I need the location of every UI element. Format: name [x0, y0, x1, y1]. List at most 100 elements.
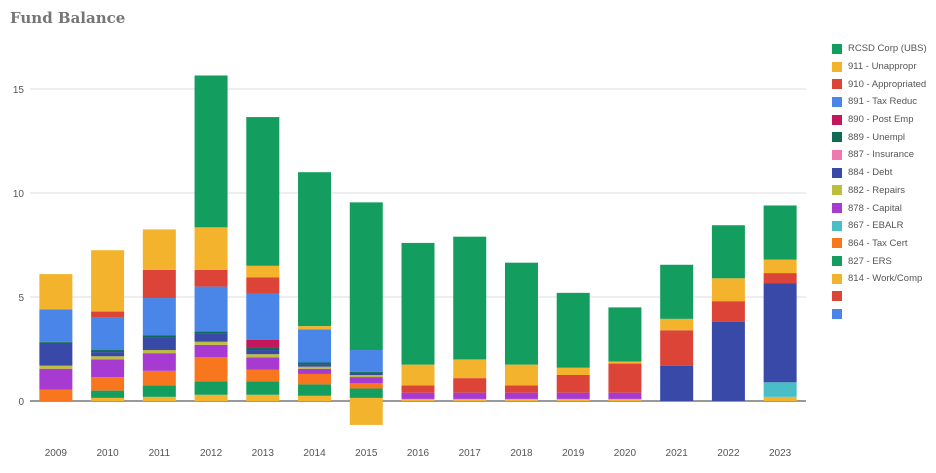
bar-segment[interactable]	[349, 372, 383, 375]
bar-segment[interactable]	[608, 392, 642, 399]
bar-segment[interactable]	[608, 398, 642, 401]
bar-segment[interactable]	[401, 398, 435, 401]
legend-item[interactable]: 910 - Appropriated	[832, 75, 936, 93]
bar-segment[interactable]	[246, 354, 280, 358]
bar-segment[interactable]	[763, 382, 797, 397]
bar-segment[interactable]	[194, 286, 228, 332]
bar-segment[interactable]	[39, 309, 73, 342]
legend-item[interactable]	[832, 305, 936, 323]
bar-segment[interactable]	[142, 396, 176, 401]
bar-segment[interactable]	[453, 236, 487, 360]
bar-segment[interactable]	[556, 367, 590, 375]
bar-segment[interactable]	[142, 229, 176, 270]
bar-segment[interactable]	[246, 357, 280, 370]
bar-segment[interactable]	[298, 395, 332, 401]
bar-segment[interactable]	[246, 394, 280, 401]
bar-segment[interactable]	[453, 398, 487, 401]
bar-segment[interactable]	[194, 331, 228, 334]
bar-segment[interactable]	[453, 378, 487, 393]
legend-item[interactable]: 890 - Post Emp	[832, 111, 936, 129]
bar-segment[interactable]	[763, 396, 797, 401]
bar-segment[interactable]	[194, 75, 228, 228]
bar-segment[interactable]	[401, 385, 435, 393]
legend-item[interactable]: 864 - Tax Cert	[832, 235, 936, 253]
bar-segment[interactable]	[142, 298, 176, 336]
bar-segment[interactable]	[763, 259, 797, 274]
bar-segment[interactable]	[91, 311, 125, 318]
bar-segment[interactable]	[504, 385, 538, 393]
legend-item[interactable]: RCSD Corp (UBS)	[832, 40, 936, 58]
bar-segment[interactable]	[142, 335, 176, 338]
bar-segment[interactable]	[246, 339, 280, 348]
bar-segment[interactable]	[298, 384, 332, 396]
bar-segment[interactable]	[194, 333, 228, 342]
bar-segment[interactable]	[246, 381, 280, 395]
bar-segment[interactable]	[298, 364, 332, 367]
bar-segment[interactable]	[91, 356, 125, 360]
bar-segment[interactable]	[91, 352, 125, 357]
legend-item[interactable]: 911 - Unappropr	[832, 58, 936, 76]
bar-segment[interactable]	[556, 392, 590, 399]
bar-segment[interactable]	[194, 357, 228, 382]
bar-segment[interactable]	[39, 274, 73, 310]
bar-segment[interactable]	[763, 205, 797, 260]
bar-segment[interactable]	[194, 381, 228, 395]
bar-segment[interactable]	[660, 264, 694, 319]
bar-segment[interactable]	[39, 368, 73, 390]
bar-segment[interactable]	[608, 307, 642, 362]
legend-item[interactable]: 878 - Capital	[832, 199, 936, 217]
bar-segment[interactable]	[608, 363, 642, 393]
bar-segment[interactable]	[298, 326, 332, 330]
bar-segment[interactable]	[39, 389, 73, 401]
bar-segment[interactable]	[39, 341, 73, 343]
bar-segment[interactable]	[298, 172, 332, 327]
bar-segment[interactable]	[504, 398, 538, 401]
bar-segment[interactable]	[711, 301, 745, 322]
bar-segment[interactable]	[246, 369, 280, 382]
bar-segment[interactable]	[504, 392, 538, 399]
bar-segment[interactable]	[660, 330, 694, 366]
bar-segment[interactable]	[453, 359, 487, 379]
bar-segment[interactable]	[142, 337, 176, 351]
bar-segment[interactable]	[39, 365, 73, 369]
bar-segment[interactable]	[91, 317, 125, 351]
bar-segment[interactable]	[711, 278, 745, 302]
bar-segment[interactable]	[142, 385, 176, 397]
legend-item[interactable]: 887 - Insurance	[832, 146, 936, 164]
bar-segment[interactable]	[91, 390, 125, 398]
bar-segment[interactable]	[91, 397, 125, 401]
bar-segment[interactable]	[246, 350, 280, 355]
bar-segment[interactable]	[246, 265, 280, 278]
bar-segment[interactable]	[349, 401, 383, 425]
legend-item[interactable]: 827 - ERS	[832, 252, 936, 270]
bar-segment[interactable]	[298, 368, 332, 374]
bar-segment[interactable]	[246, 277, 280, 294]
bar-segment[interactable]	[401, 392, 435, 399]
bar-segment[interactable]	[91, 350, 125, 353]
bar-segment[interactable]	[298, 366, 332, 369]
legend-item[interactable]: 889 - Unempl	[832, 128, 936, 146]
bar-segment[interactable]	[142, 350, 176, 354]
bar-segment[interactable]	[763, 283, 797, 383]
bar-segment[interactable]	[349, 371, 383, 373]
bar-segment[interactable]	[194, 344, 228, 358]
bar-segment[interactable]	[349, 383, 383, 389]
legend-item[interactable]: 891 - Tax Reduc	[832, 93, 936, 111]
bar-segment[interactable]	[194, 394, 228, 401]
bar-segment[interactable]	[246, 293, 280, 340]
bar-segment[interactable]	[453, 392, 487, 399]
legend-item[interactable]: 814 - Work/Comp	[832, 270, 936, 288]
legend-item[interactable]: 884 - Debt	[832, 164, 936, 182]
legend-item[interactable]	[832, 288, 936, 306]
bar-segment[interactable]	[556, 292, 590, 368]
bar-segment[interactable]	[194, 341, 228, 345]
bar-segment[interactable]	[660, 318, 694, 331]
bar-segment[interactable]	[556, 398, 590, 401]
bar-segment[interactable]	[401, 242, 435, 365]
bar-segment[interactable]	[711, 321, 745, 401]
bar-segment[interactable]	[142, 370, 176, 386]
bar-segment[interactable]	[91, 377, 125, 391]
bar-segment[interactable]	[556, 375, 590, 393]
bar-segment[interactable]	[194, 269, 228, 287]
bar-segment[interactable]	[298, 373, 332, 385]
